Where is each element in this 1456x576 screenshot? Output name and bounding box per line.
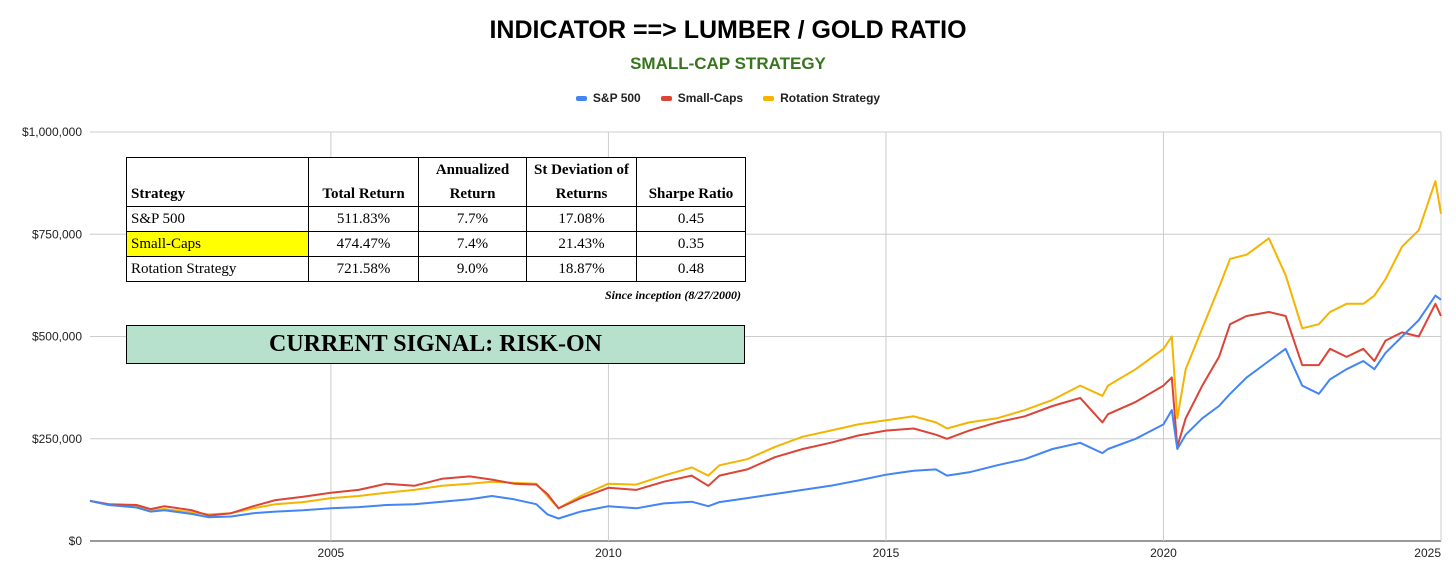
legend-swatch-small-caps — [660, 95, 672, 101]
cell-total-return: 474.47% — [308, 231, 419, 257]
table-row: Rotation Strategy 721.58% 9.0% 18.87% 0.… — [126, 256, 746, 282]
chart-legend: S&P 500 Small-Caps Rotation Strategy — [0, 91, 1456, 105]
y-tick-label: $500,000 — [32, 330, 82, 344]
series-layer — [89, 180, 1442, 520]
series-line-s-p-500 — [89, 294, 1442, 520]
x-tick-label: 2020 — [1150, 546, 1177, 560]
cell-strategy: S&P 500 — [126, 206, 309, 232]
cell-sharpe-ratio: 0.35 — [636, 231, 746, 257]
y-tick-label: $250,000 — [32, 432, 82, 446]
inception-note: Since inception (8/27/2000) — [605, 288, 741, 302]
cell-strategy: Small-Caps — [126, 231, 309, 257]
cell-annualized-return: 7.7% — [418, 206, 527, 232]
legend-swatch-sp500 — [575, 95, 587, 101]
series-line-small-caps — [89, 302, 1442, 517]
cell-annualized-return: 9.0% — [418, 256, 527, 282]
x-tick-label: 2015 — [873, 546, 900, 560]
legend-label-small-caps: Small-Caps — [677, 91, 744, 105]
legend-item-small-caps[interactable]: Small-Caps — [660, 91, 744, 105]
legend-item-rotation[interactable]: Rotation Strategy — [763, 91, 880, 105]
series-line-rotation-strategy — [89, 180, 1442, 516]
x-tick-label: 2025 — [1414, 546, 1441, 560]
header-total-return: Total Return — [308, 157, 419, 207]
stats-header-row: Strategy Total Return Annualized Return … — [126, 157, 746, 207]
y-tick-label: $750,000 — [32, 227, 82, 241]
current-signal-box: CURRENT SIGNAL: RISK-ON — [126, 325, 745, 364]
cell-strategy: Rotation Strategy — [126, 256, 309, 282]
stats-table: Strategy Total Return Annualized Return … — [126, 157, 746, 282]
legend-item-sp500[interactable]: S&P 500 — [575, 91, 641, 105]
cell-st-deviation: 17.08% — [526, 206, 637, 232]
table-row: S&P 500 511.83% 7.7% 17.08% 0.45 — [126, 206, 746, 232]
header-strategy: Strategy — [126, 157, 309, 207]
cell-sharpe-ratio: 0.45 — [636, 206, 746, 232]
chart-subtitle: SMALL-CAP STRATEGY — [630, 54, 826, 73]
table-row: Small-Caps 474.47% 7.4% 21.43% 0.35 — [126, 231, 746, 257]
legend-swatch-rotation — [763, 95, 775, 101]
y-tick-label: $1,000,000 — [22, 125, 82, 139]
cell-annualized-return: 7.4% — [418, 231, 527, 257]
cell-sharpe-ratio: 0.48 — [636, 256, 746, 282]
chart-title: INDICATOR ==> LUMBER / GOLD RATIO — [489, 16, 967, 44]
x-tick-label: 2005 — [318, 546, 345, 560]
cell-st-deviation: 18.87% — [526, 256, 637, 282]
header-sharpe-ratio: Sharpe Ratio — [636, 157, 746, 207]
cell-total-return: 511.83% — [308, 206, 419, 232]
header-st-deviation: St Deviation of Returns — [526, 157, 637, 207]
axis-layer: $0 $250,000 $500,000 $750,000 $1,000,000 2005… — [22, 125, 1441, 560]
legend-label-sp500: S&P 500 — [592, 91, 641, 105]
x-tick-label: 2010 — [595, 546, 622, 560]
legend-label-rotation: Rotation Strategy — [780, 91, 881, 105]
y-tick-label: $0 — [69, 534, 83, 548]
cell-st-deviation: 21.43% — [526, 231, 637, 257]
stats-panel: Strategy Total Return Annualized Return … — [126, 157, 746, 364]
header-annualized-return: Annualized Return — [418, 157, 527, 207]
cell-total-return: 721.58% — [308, 256, 419, 282]
